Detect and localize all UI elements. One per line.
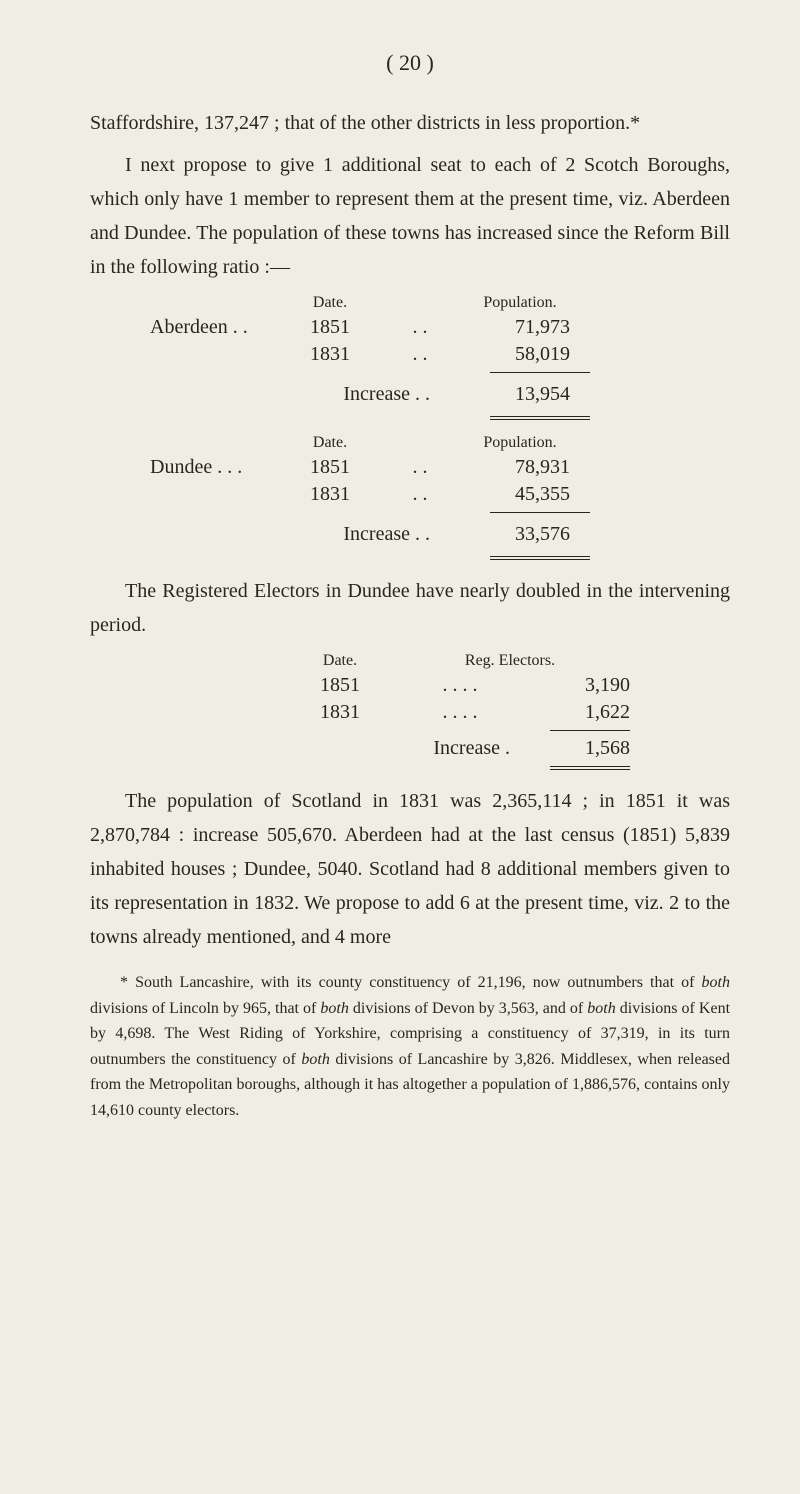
city-name: Aberdeen . .	[90, 316, 270, 339]
pop-value: 45,355	[450, 483, 590, 506]
pop-header: Population.	[450, 294, 590, 312]
rule-line	[550, 730, 630, 731]
italic-both: both	[702, 974, 730, 991]
double-rule-line	[490, 556, 590, 560]
italic-both: both	[301, 1051, 329, 1068]
double-rule-line	[490, 416, 590, 420]
pop-value: 78,931	[450, 456, 590, 479]
date-header: Date.	[270, 652, 410, 670]
dots: . . . .	[410, 674, 510, 697]
dundee-table: Date. Population. Dundee . . . 1851 . . …	[90, 434, 730, 560]
reg-header: Reg. Electors.	[410, 652, 610, 670]
dots: . .	[390, 483, 450, 506]
paragraph-1: Staffordshire, 137,247 ; that of the oth…	[90, 106, 730, 140]
dots: . .	[390, 343, 450, 366]
date-header: Date.	[270, 434, 390, 452]
increase-value: 33,576	[450, 523, 590, 546]
italic-both: both	[587, 1000, 615, 1017]
increase-value: 1,568	[510, 737, 630, 760]
double-rule-line	[550, 766, 630, 770]
rule-line	[490, 512, 590, 513]
aberdeen-table: Date. Population. Aberdeen . . 1851 . . …	[90, 294, 730, 420]
date-value: 1851	[270, 316, 390, 339]
dots: . .	[390, 456, 450, 479]
date-header: Date.	[270, 294, 390, 312]
pop-header: Population.	[450, 434, 590, 452]
footnote-text: divisions of Lincoln by 965, that of	[90, 1000, 320, 1017]
electors-table: Date. Reg. Electors. 1851 . . . . 3,190 …	[270, 652, 670, 770]
increase-label: Increase .	[410, 737, 510, 760]
footnote-text: divisions of Devon by 3,563, and of	[349, 1000, 587, 1017]
paragraph-3: The Registered Electors in Dundee have n…	[90, 574, 730, 642]
increase-label: Increase . .	[90, 383, 450, 406]
pop-value: 58,019	[450, 343, 590, 366]
pop-value: 71,973	[450, 316, 590, 339]
empty-cell	[270, 737, 410, 760]
date-value: 1831	[270, 343, 390, 366]
footnote: * South Lancashire, with its county cons…	[90, 970, 730, 1124]
rule-line	[490, 372, 590, 373]
electors-value: 3,190	[510, 674, 630, 697]
italic-both: both	[320, 1000, 348, 1017]
date-value: 1851	[270, 674, 410, 697]
dots: . .	[390, 316, 450, 339]
increase-label: Increase . .	[90, 523, 450, 546]
date-value: 1831	[270, 701, 410, 724]
date-value: 1851	[270, 456, 390, 479]
paragraph-2: I next propose to give 1 additional seat…	[90, 148, 730, 284]
page-number: ( 20 )	[90, 50, 730, 76]
dots: . . . .	[410, 701, 510, 724]
city-name: Dundee . . .	[90, 456, 270, 479]
increase-value: 13,954	[450, 383, 590, 406]
date-value: 1831	[270, 483, 390, 506]
paragraph-4: The population of Scotland in 1831 was 2…	[90, 784, 730, 954]
electors-value: 1,622	[510, 701, 630, 724]
footnote-text: * South Lancashire, with its county cons…	[120, 974, 702, 991]
